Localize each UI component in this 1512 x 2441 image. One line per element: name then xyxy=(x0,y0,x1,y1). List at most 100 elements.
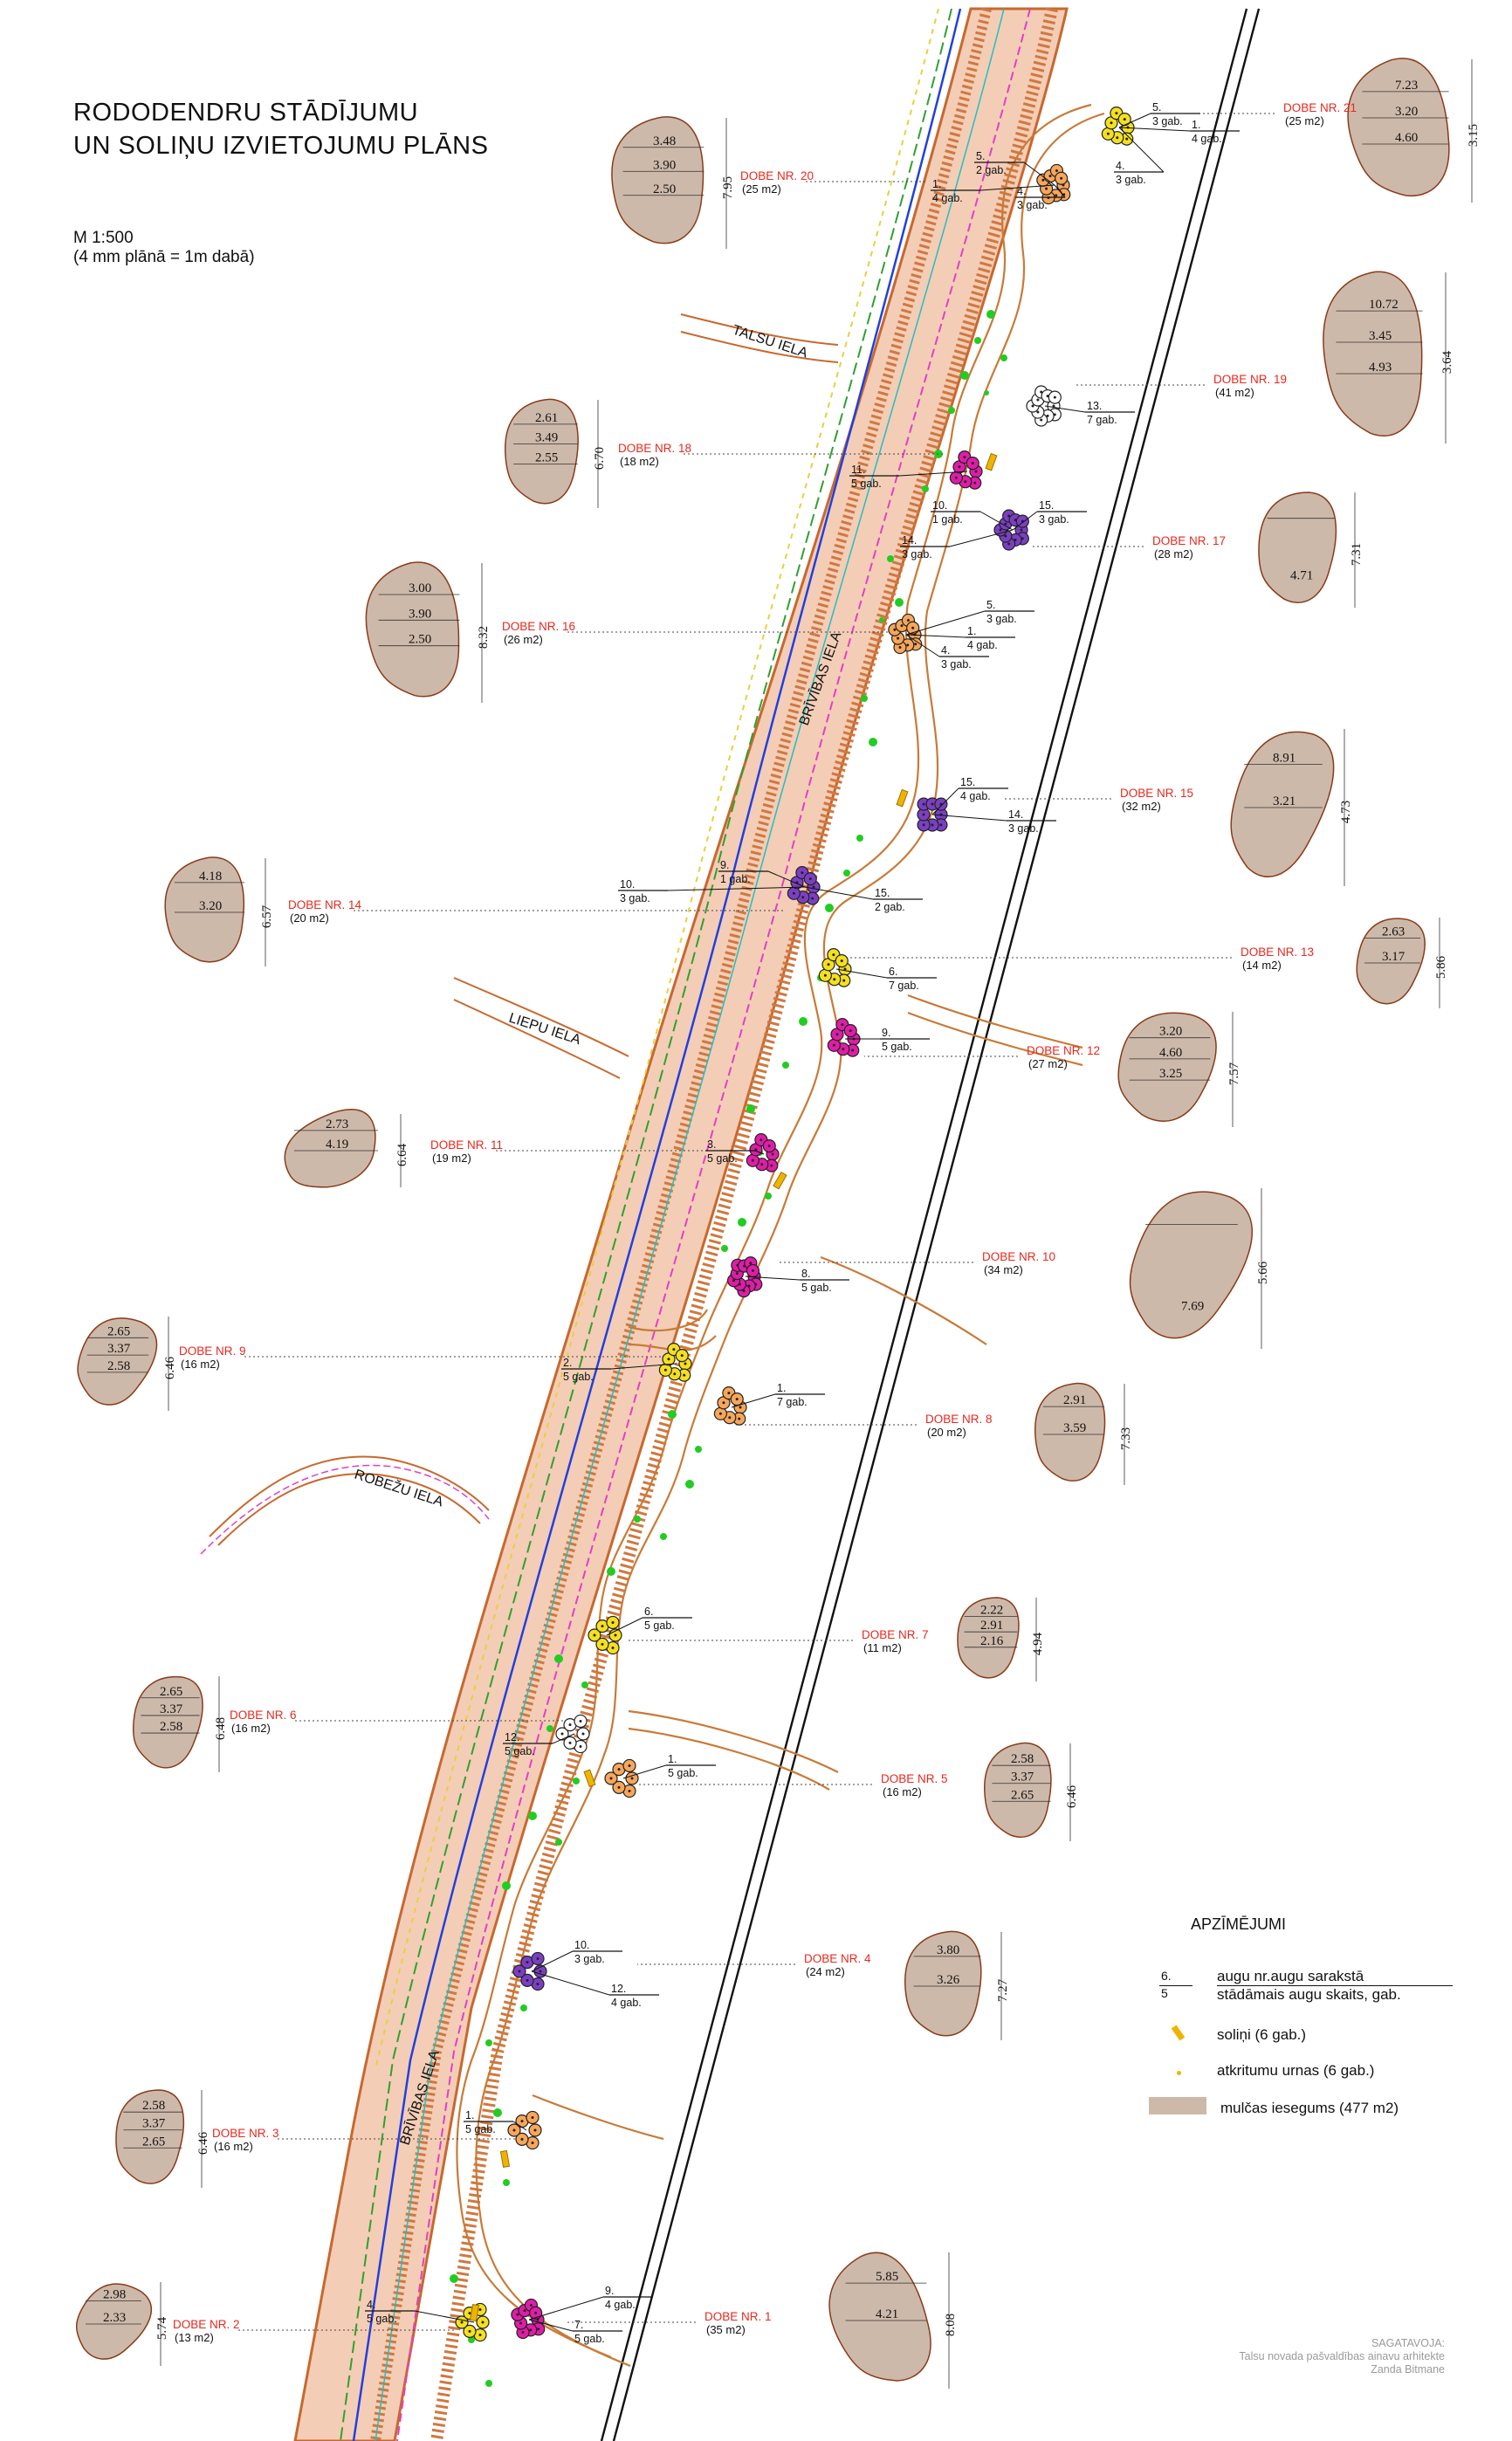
road-hatch-left xyxy=(370,7,992,2441)
bed-area: (14 m2) xyxy=(1242,959,1282,972)
mulch-bed-1: 5.85 4.21 8.08 xyxy=(828,2252,958,2389)
bed-name: DOBE NR. 17 xyxy=(1152,534,1226,547)
dimension-label: 3.20 xyxy=(199,899,222,913)
mulch-bed-20: 3.48 3.90 2.50 7.95 xyxy=(611,116,735,249)
plant-number: 3. xyxy=(707,1138,716,1151)
mulch-bed-8: 2.91 3.59 7.33 xyxy=(1034,1382,1133,1485)
dimension-label: 3.37 xyxy=(160,1702,183,1716)
plant-number: 1. xyxy=(1192,119,1200,131)
legend-item-mulch: mulčas iesegums (477 m2) xyxy=(1149,2097,1399,2119)
dimension-label: 7.95 xyxy=(721,176,735,199)
bed-name: DOBE NR. 1 xyxy=(704,2310,772,2323)
mulch-bed-11: 2.73 4.19 6.64 xyxy=(284,1109,409,1188)
plant-count: 3 gab. xyxy=(1116,174,1146,186)
utility-line-blue xyxy=(352,8,962,2441)
credit-line-1: SAGATAVOJA: xyxy=(1371,2337,1445,2349)
plant-count: 5 gab. xyxy=(644,1619,675,1632)
plant-group-b15b: 14.3 gab. xyxy=(931,808,1056,835)
plant-number: 15. xyxy=(875,887,890,899)
mulch-bed-10: 5.66 7.69 xyxy=(1129,1188,1270,1349)
bed-label-9: DOBE NR. 9(16 m2) xyxy=(179,1344,672,1371)
bed-area: (32 m2) xyxy=(1122,800,1161,813)
bed-label-13: DOBE NR. 13(14 m2) xyxy=(847,945,1314,972)
dimension-label: 3.25 xyxy=(1159,1067,1182,1081)
dimension-label: 5.86 xyxy=(1434,955,1448,979)
credit: SAGATAVOJA: Talsu novada pašvaldības ain… xyxy=(1239,2337,1445,2376)
plant-count: 5 gab. xyxy=(505,1745,535,1757)
plant-count: 7 gab. xyxy=(1087,414,1117,426)
plant-count: 1 gab. xyxy=(932,513,963,526)
plant-number: 11. xyxy=(851,464,865,476)
talsu-street xyxy=(680,313,839,363)
bench-icon xyxy=(1171,2025,1186,2041)
mulch-shape xyxy=(1258,492,1337,603)
dimension-label: 2.65 xyxy=(160,1685,182,1699)
bed-name: DOBE NR. 3 xyxy=(212,2127,279,2140)
bed-name: DOBE NR. 9 xyxy=(179,1344,246,1358)
plant-number: 12. xyxy=(505,1731,519,1743)
mulch-shape xyxy=(164,856,244,963)
dimension-label: 7.23 xyxy=(1395,79,1418,93)
dimension-label: 6.46 xyxy=(163,1356,177,1379)
bed-name: DOBE NR. 11 xyxy=(430,1138,503,1152)
plan-title: RODODENDRU STĀDĪJUMU UN SOLIŅU IZVIETOJU… xyxy=(73,96,488,162)
bed-name: DOBE NR. 8 xyxy=(925,1413,993,1426)
plant-group-b4a: 10. 3 gab. xyxy=(512,1939,622,1991)
plant-number: 10. xyxy=(620,878,635,890)
bed-label-21: DOBE NR. 21(25 m2) xyxy=(1187,101,1357,127)
bed-area: (25 m2) xyxy=(1285,114,1324,127)
legend-item-bins: atkritumu urnas (6 gab.) xyxy=(1149,2062,1374,2080)
plant-group-b20a: 5. 2 gab. xyxy=(974,150,1071,205)
dimension-label: 2.50 xyxy=(409,633,431,647)
plant-number: 6. xyxy=(644,1606,653,1618)
bed-name: DOBE NR. 7 xyxy=(862,1628,929,1641)
mulch-shape xyxy=(1347,58,1450,197)
bed-name: DOBE NR. 10 xyxy=(982,1250,1055,1263)
plant-count: 4 gab. xyxy=(1192,133,1222,145)
bench-icon xyxy=(773,1172,787,1190)
dimension-label: 4.93 xyxy=(1369,361,1392,375)
mulch-bed-21: 7.23 3.20 4.60 3.15 xyxy=(1347,58,1481,203)
plant-count: 5 gab. xyxy=(851,478,882,490)
mulch-shape xyxy=(132,1675,203,1769)
scale-note: M 1:500 (4 mm plānā = 1m dabā) xyxy=(73,229,255,267)
plant-number: 9. xyxy=(882,1027,890,1039)
dimension-label: 7.57 xyxy=(1227,1062,1241,1085)
plant-number: 5. xyxy=(1152,101,1161,113)
dimension-label: 3.49 xyxy=(535,431,558,445)
bed-label-4: DOBE NR. 4(24 m2) xyxy=(637,1952,871,1978)
mulch-bed-2: 2.98 2.33 5.74 xyxy=(75,2282,169,2366)
plant-group-b11: 3.5 gab. xyxy=(705,1133,780,1172)
dimension-label: 8.32 xyxy=(477,626,491,649)
dimension-label: 4.18 xyxy=(199,870,222,884)
dimension-label: 3.37 xyxy=(107,1342,131,1356)
plant-count: 3 gab. xyxy=(1039,513,1069,526)
plant-group-b17c: 14.3 gab. xyxy=(900,529,1014,560)
dimension-label: 4.19 xyxy=(326,1138,348,1152)
plant-number: 4. xyxy=(367,2299,375,2311)
bin-icon xyxy=(1177,2071,1181,2075)
railway-line-1 xyxy=(600,8,1248,2441)
dimension-label: 3.20 xyxy=(1159,1025,1182,1039)
robezu-street-magenta xyxy=(200,1464,490,1555)
plant-count: 5 gab. xyxy=(707,1152,738,1165)
bench-icon xyxy=(985,452,998,471)
dimension-label: 3.90 xyxy=(409,607,431,621)
plant-group-b5: 1. 5 gab. xyxy=(604,1753,716,1798)
dimension-label: 4.73 xyxy=(1339,801,1353,823)
plant-count: 3 gab. xyxy=(1017,199,1048,211)
plant-count: 2 gab. xyxy=(976,164,1007,176)
mulch-bed-4: 3.80 3.26 7.27 xyxy=(904,1930,1010,2040)
plant-number: 12. xyxy=(611,1983,626,1995)
bed-area: (41 m2) xyxy=(1215,386,1254,399)
dimension-label: 6.64 xyxy=(395,1143,409,1166)
mulch-shape xyxy=(1323,271,1423,437)
dimension-label: 2.16 xyxy=(980,1634,1004,1648)
plant-number: 6. xyxy=(889,966,897,978)
bed-label-3: DOBE NR. 3(16 m2) xyxy=(212,2127,524,2153)
bed-area: (16 m2) xyxy=(883,1785,922,1798)
plant-number: 13. xyxy=(1087,400,1102,412)
plant-count: 5 gab. xyxy=(367,2313,397,2325)
dimension-label: 2.50 xyxy=(653,182,676,196)
